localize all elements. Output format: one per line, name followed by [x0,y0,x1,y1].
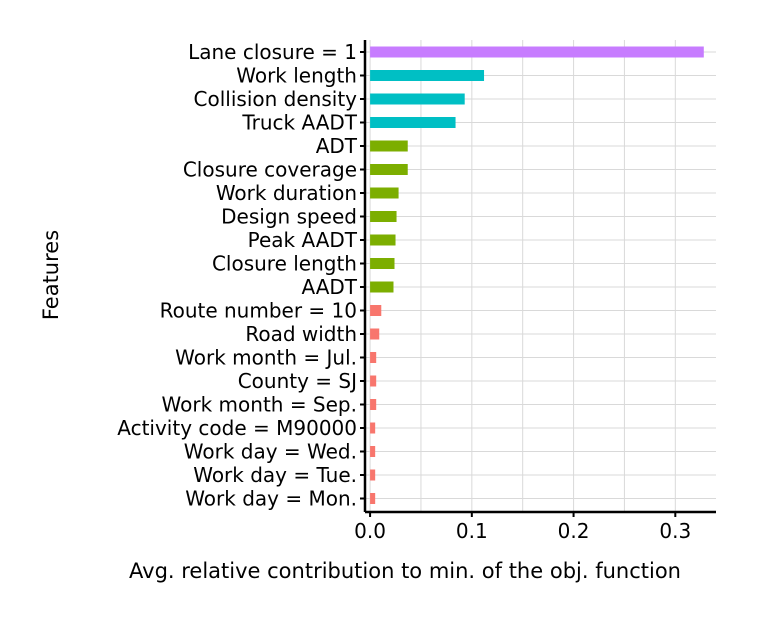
x-tick-label: 0.1 [456,519,488,543]
y-tick-label: Work day = Tue. [193,463,357,487]
bar [370,328,380,340]
y-tick-label: Work month = Sep. [162,393,357,417]
x-tick-label: 0.2 [558,519,590,543]
x-tick-labels: 0.0 0.1 0.2 0.3 [354,519,691,543]
x-axis-title: Avg. relative contribution to min. of th… [129,559,681,583]
y-tick-label: Peak AADT [248,228,358,252]
bar [370,399,377,410]
bar [370,140,408,152]
bar [370,234,396,246]
y-tick-label: Work day = Mon. [185,487,357,511]
bar [370,117,456,128]
x-tick-label: 0.3 [659,519,691,543]
y-tick-label: County = SJ [238,369,357,393]
bar [370,187,399,199]
bar [370,46,704,58]
bar [370,375,377,387]
y-tick-label: ADT [316,134,358,158]
bar [370,164,408,175]
y-axis-title: Features [39,230,63,320]
grid-layer [365,40,716,512]
y-tick-label: Collision density [194,87,358,111]
y-tick-label: Closure length [212,252,357,276]
y-tick-label: Closure coverage [183,158,357,182]
bar [370,281,394,293]
bar [370,211,397,222]
y-tick-label: Road width [245,322,357,346]
bars-layer [370,46,704,504]
y-tick-label: Route number = 10 [160,299,357,323]
y-tick-label: Work duration [216,181,357,205]
bar [370,70,485,81]
y-tick-label: Work month = Jul. [175,346,357,370]
bar [370,258,395,269]
x-tick-label: 0.0 [354,519,386,543]
bar [370,352,377,363]
y-tick-label: AADT [301,275,357,299]
bar [370,422,376,434]
y-tick-label: Work day = Wed. [184,440,357,464]
bar [370,493,376,504]
bar [370,469,376,481]
y-tick-label: Work length [236,64,357,88]
bar [370,446,376,457]
bar [370,305,382,316]
bar [370,93,465,105]
axes-layer [360,40,716,517]
y-tick-label: Design speed [221,205,357,229]
y-tick-label: Truck AADT [241,111,357,135]
y-tick-label: Activity code = M90000 [117,416,357,440]
y-tick-label: Lane closure = 1 [188,40,357,64]
